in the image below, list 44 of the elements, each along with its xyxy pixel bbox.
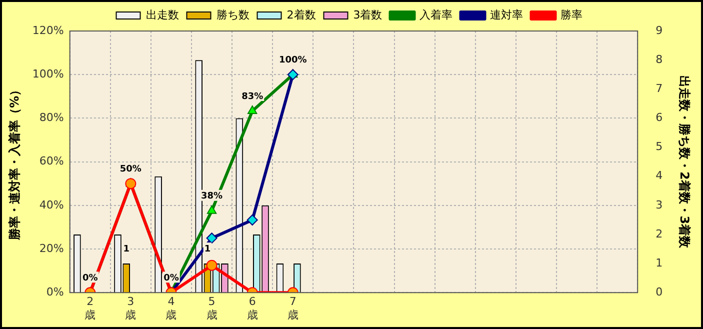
data-label: 50% — [120, 164, 142, 174]
legend-label: 入着率 — [420, 8, 453, 22]
y-tick-label: 80% — [39, 111, 64, 124]
x-tick-label: 5 歳 — [206, 295, 218, 322]
legend-label: 3着数 — [353, 8, 382, 22]
x-tick-label: 4 歳 — [166, 295, 177, 322]
data-label: 38% — [201, 192, 223, 202]
y2-tick-label: 5 — [656, 140, 663, 154]
y2-tick-label: 8 — [656, 52, 663, 66]
legend-label: 出走数 — [146, 8, 179, 22]
y2-tick-label: 2 — [656, 227, 663, 240]
data-label: 0% — [164, 273, 179, 284]
y-tick-label: 60% — [39, 154, 64, 168]
y-tick-label: 0% — [46, 285, 64, 298]
y2-tick-label: 7 — [656, 82, 663, 95]
x-tick-label: 7 歳 — [287, 295, 298, 322]
y-tick-label: 40% — [39, 198, 64, 212]
y2-tick-label: 3 — [656, 198, 663, 212]
data-label: 1 — [204, 244, 211, 254]
point — [248, 106, 258, 114]
legend-label: 連対率 — [490, 8, 524, 22]
y2-tick-label: 4 — [656, 169, 663, 182]
x-tick-label: 2 歳 — [84, 295, 96, 322]
point — [206, 205, 217, 214]
y-tick-label: 20% — [39, 242, 64, 255]
legend-label: 2着数 — [286, 8, 316, 22]
x-tick-label: 3 歳 — [125, 295, 136, 322]
data-label: 83% — [242, 92, 264, 102]
legend-label: 勝率 — [560, 8, 583, 22]
data-label: 100% — [278, 55, 307, 66]
y2-tick-label: 6 — [656, 111, 663, 124]
data-label: 1 — [123, 244, 130, 254]
point — [287, 69, 298, 80]
y2-tick-label: 9 — [656, 24, 663, 37]
y2-tick-label: 0 — [656, 285, 663, 298]
y-tick-label: 120% — [32, 24, 64, 37]
y2-axis-title: 出走数・勝ち数・2着数・3着数 — [678, 75, 692, 250]
point — [125, 178, 136, 190]
data-label: 0% — [82, 273, 98, 284]
y2-tick-label: 1 — [656, 256, 663, 270]
y-tick-label: 100% — [32, 67, 64, 80]
legend-label: 勝ち数 — [216, 8, 250, 22]
x-tick-label: 6 歳 — [246, 295, 258, 322]
y-axis-title: 勝率・連対率・入着率（%） — [7, 84, 22, 241]
